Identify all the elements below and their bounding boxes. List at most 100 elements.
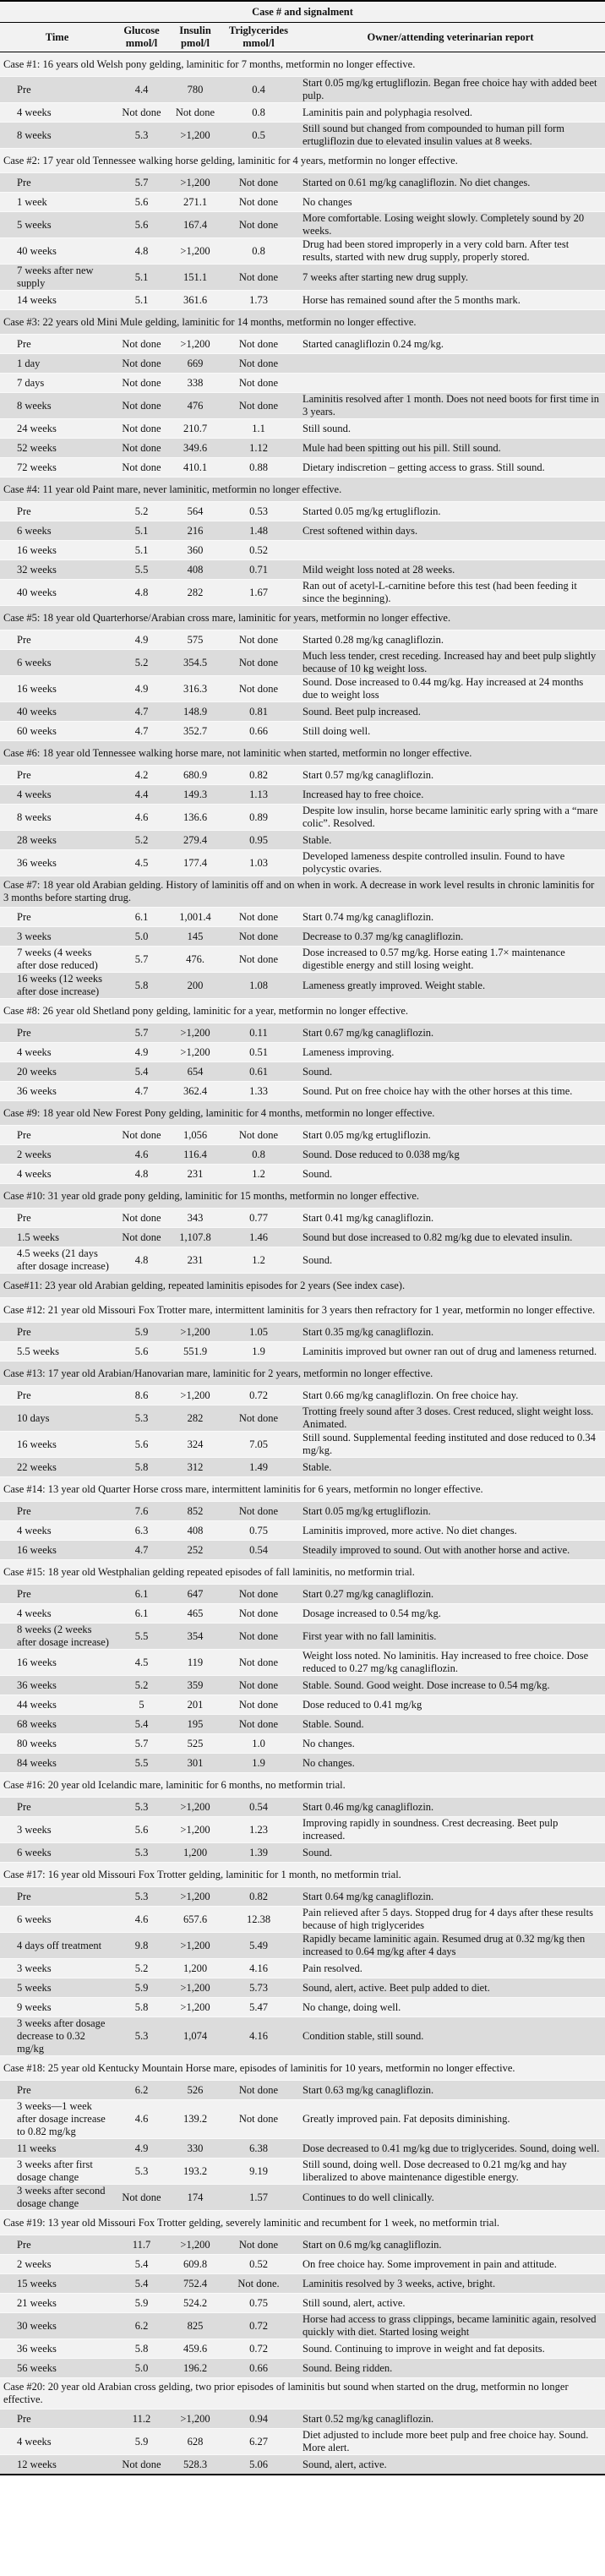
table-row: 4 days off treatment 9.8 >1,200 5.49 Rapidly… — [0, 1932, 605, 1959]
triglycerides-cell: 1.13 — [221, 784, 296, 805]
glucose-cell: Not done — [114, 1125, 169, 1145]
triglycerides-cell: 1.33 — [221, 1081, 296, 1101]
insulin-cell: 525 — [169, 1733, 221, 1754]
insulin-cell: 271.1 — [169, 192, 221, 212]
time-cell: 3 weeks after second dosage change — [0, 2184, 114, 2211]
insulin-cell: 149.3 — [169, 784, 221, 805]
time-cell: 4 weeks — [0, 2428, 114, 2455]
table-row: 6 weeks 5.1 216 1.48 Crest softened within d… — [0, 521, 605, 541]
table-row: 1 week 5.6 271.1 Not done No changes — [0, 192, 605, 212]
insulin-cell: 654 — [169, 1062, 221, 1082]
report-cell: Horse had access to grass clippings, bec… — [296, 2312, 605, 2339]
glucose-cell: 4.7 — [114, 1081, 169, 1101]
report-cell: Still sound. Supplemental feeding instit… — [296, 1431, 605, 1458]
glucose-cell: 5.1 — [114, 264, 169, 291]
time-cell: Pre — [0, 501, 114, 521]
triglycerides-cell: Not done — [221, 264, 296, 291]
table-row: 7 days Not done 338 Not done — [0, 373, 605, 393]
insulin-cell: 119 — [169, 1649, 221, 1676]
table-row: Pre 6.1 647 Not done Start 0.27 mg/kg canagl… — [0, 1584, 605, 1604]
time-cell: 16 weeks (12 weeks after dose increase) — [0, 972, 114, 999]
time-cell: 21 weeks — [0, 2293, 114, 2313]
glucose-cell: 11.2 — [114, 2409, 169, 2429]
time-cell: 5 weeks — [0, 211, 114, 238]
table-row: 40 weeks 4.7 148.9 0.81 Sound. Beet pulp inc… — [0, 701, 605, 722]
report-cell: Still sound but changed from compounded … — [296, 122, 605, 149]
insulin-cell: 825 — [169, 2312, 221, 2339]
glucose-cell: 4.9 — [114, 675, 169, 702]
insulin-cell: 360 — [169, 540, 221, 560]
triglycerides-cell: 0.81 — [221, 701, 296, 722]
glucose-cell: 5.4 — [114, 2254, 169, 2274]
time-cell: 6 weeks — [0, 521, 114, 541]
triglycerides-cell: Not done — [221, 907, 296, 927]
insulin-cell: 231 — [169, 1164, 221, 1184]
time-cell: Pre — [0, 1208, 114, 1228]
table-row: 28 weeks 5.2 279.4 0.95 Stable. — [0, 830, 605, 850]
triglycerides-cell: Not done — [221, 2235, 296, 2255]
report-cell: Sound but dose increased to 0.82 mg/kg d… — [296, 1227, 605, 1247]
insulin-cell: 312 — [169, 1457, 221, 1477]
table-row: 4.5 weeks (21 days after dosage increase… — [0, 1247, 605, 1274]
table-row: Pre 4.4 780 0.4 Start 0.05 mg/kg ertuglifloz… — [0, 76, 605, 103]
time-cell: Pre — [0, 765, 114, 785]
time-cell: Pre — [0, 1125, 114, 1145]
report-cell: No changes — [296, 192, 605, 212]
case-signalment: Case #14: 13 year old Quarter Horse cros… — [0, 1476, 605, 1502]
triglycerides-cell: Not done — [221, 1603, 296, 1624]
glucose-cell: 5.6 — [114, 1341, 169, 1362]
insulin-cell: 174 — [169, 2184, 221, 2211]
triglycerides-cell: Not done — [221, 1649, 296, 1676]
report-cell: Lameness improving. — [296, 1042, 605, 1062]
insulin-cell: >1,200 — [169, 172, 221, 193]
report-cell: Sound. Dose reduced to 0.038 mg/kg — [296, 1144, 605, 1165]
report-cell: Decrease to 0.37 mg/kg canagliflozin. — [296, 926, 605, 947]
time-cell: 40 weeks — [0, 579, 114, 606]
case-signalment: Case #2: 17 year old Tennessee walking h… — [0, 148, 605, 173]
column-header-row: Time Glucose mmol/l Insulin pmol/l Trigl… — [0, 22, 605, 52]
time-cell: 56 weeks — [0, 2358, 114, 2378]
time-cell: 4 weeks — [0, 1164, 114, 1184]
time-cell: 2 weeks — [0, 2254, 114, 2274]
triglycerides-cell: 0.82 — [221, 1886, 296, 1907]
triglycerides-cell: Not done — [221, 946, 296, 973]
time-cell: Pre — [0, 334, 114, 354]
glucose-cell: 5.4 — [114, 1062, 169, 1082]
table-row: Pre 8.6 >1,200 0.72 Start 0.66 mg/kg canagli… — [0, 1385, 605, 1405]
time-cell: 8 weeks — [0, 122, 114, 149]
report-cell: Start 0.46 mg/kg canagliflozin. — [296, 1797, 605, 1817]
insulin-cell: 216 — [169, 521, 221, 541]
triglycerides-cell: 1.1 — [221, 418, 296, 439]
case-signalment-row: Case #2: 17 year old Tennessee walking h… — [0, 148, 605, 173]
triglycerides-cell: 0.8 — [221, 237, 296, 265]
case-signalment-row: Case #12: 21 year old Missouri Fox Trott… — [0, 1297, 605, 1323]
insulin-cell: 359 — [169, 1675, 221, 1695]
report-cell: Sound. Continuing to improve in weight a… — [296, 2339, 605, 2359]
case-signalment-row: Case #17: 16 year old Missouri Fox Trott… — [0, 1862, 605, 1887]
triglycerides-cell: 1.05 — [221, 1322, 296, 1342]
table-row: 8 weeks 5.3 >1,200 0.5 Still sound but chang… — [0, 122, 605, 149]
time-cell: Pre — [0, 2409, 114, 2429]
insulin-cell: 231 — [169, 1247, 221, 1274]
insulin-cell: 1,001.4 — [169, 907, 221, 927]
triglycerides-cell: 1.9 — [221, 1753, 296, 1773]
insulin-cell: >1,200 — [169, 334, 221, 354]
report-cell: Laminitis resolved after 1 month. Does n… — [296, 392, 605, 419]
glucose-cell: 5.7 — [114, 1733, 169, 1754]
triglycerides-cell: 1.23 — [221, 1816, 296, 1843]
table-row: 3 weeks after dosage decrease to 0.32 mg… — [0, 2017, 605, 2056]
table-row: 80 weeks 5.7 525 1.0 No changes. — [0, 1733, 605, 1754]
insulin-cell: 151.1 — [169, 264, 221, 291]
case-signalment: Case #17: 16 year old Missouri Fox Trott… — [0, 1862, 605, 1887]
glucose-cell: Not done — [114, 102, 169, 123]
glucose-cell: 5.1 — [114, 521, 169, 541]
case-signalment: Case #8: 26 year old Shetland pony geldi… — [0, 998, 605, 1023]
report-cell: Ran out of acetyl-L-carnitine before thi… — [296, 579, 605, 606]
insulin-cell: 528.3 — [169, 2454, 221, 2475]
insulin-cell: 476. — [169, 946, 221, 973]
insulin-cell: >1,200 — [169, 1322, 221, 1342]
insulin-cell: 680.9 — [169, 765, 221, 785]
time-cell: 30 weeks — [0, 2312, 114, 2339]
insulin-cell: >1,200 — [169, 1042, 221, 1062]
table-row: 36 weeks 5.2 359 Not done Stable. Sound. Goo… — [0, 1675, 605, 1695]
